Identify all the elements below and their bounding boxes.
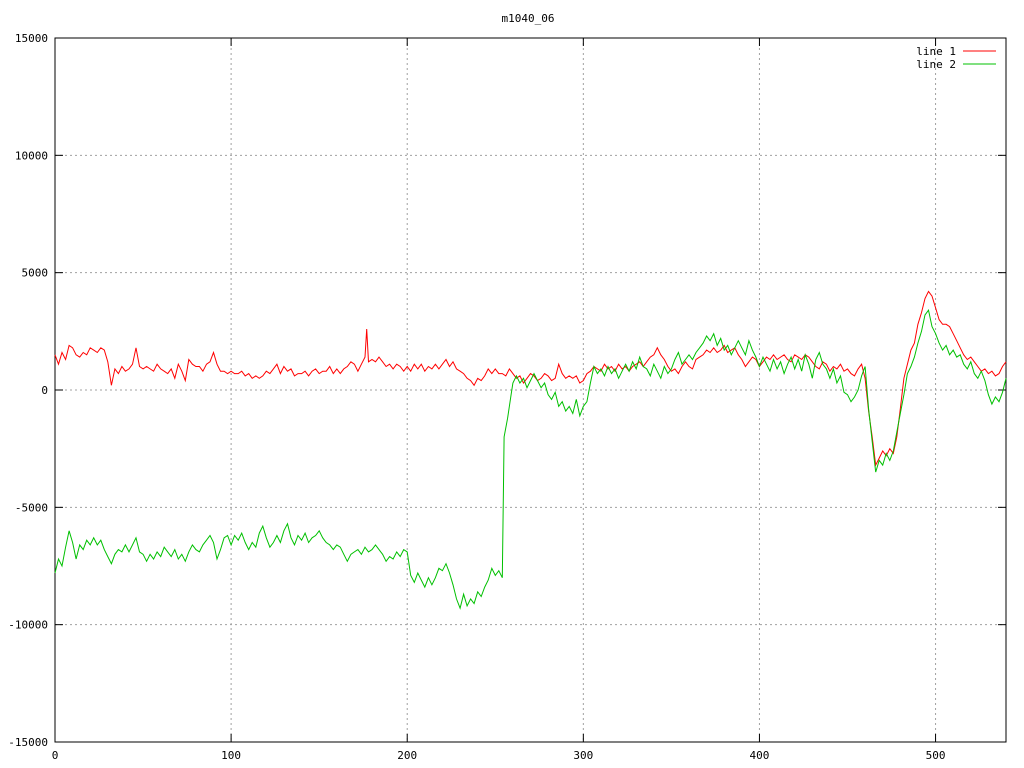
y-tick-label: -5000 — [15, 501, 48, 514]
y-axis-ticks: 15000 10000 5000 0 -5000 -10000 -15000 — [8, 32, 1006, 749]
x-tick-label: 200 — [397, 749, 417, 762]
y-tick-label: 0 — [41, 384, 48, 397]
chart-title: m1040_06 — [502, 12, 555, 25]
x-tick-label: 500 — [926, 749, 946, 762]
y-tick-label: 10000 — [15, 149, 48, 162]
y-tick-label: 15000 — [15, 32, 48, 45]
legend-label: line 2 — [916, 58, 956, 71]
y-tick-label: -10000 — [8, 619, 48, 632]
y-tick-label: -15000 — [8, 736, 48, 749]
series-line-2 — [54, 309, 1007, 610]
x-tick-label: 0 — [52, 749, 59, 762]
x-tick-label: 400 — [750, 749, 770, 762]
series-lines — [54, 290, 1007, 610]
series-line-1 — [54, 290, 1007, 467]
x-axis-ticks: 0 100 200 300 400 500 — [52, 38, 946, 762]
grid-lines — [55, 38, 1006, 742]
legend-label: line 1 — [916, 45, 956, 58]
x-tick-label: 300 — [573, 749, 593, 762]
y-tick-label: 5000 — [22, 267, 49, 280]
x-tick-label: 100 — [221, 749, 241, 762]
